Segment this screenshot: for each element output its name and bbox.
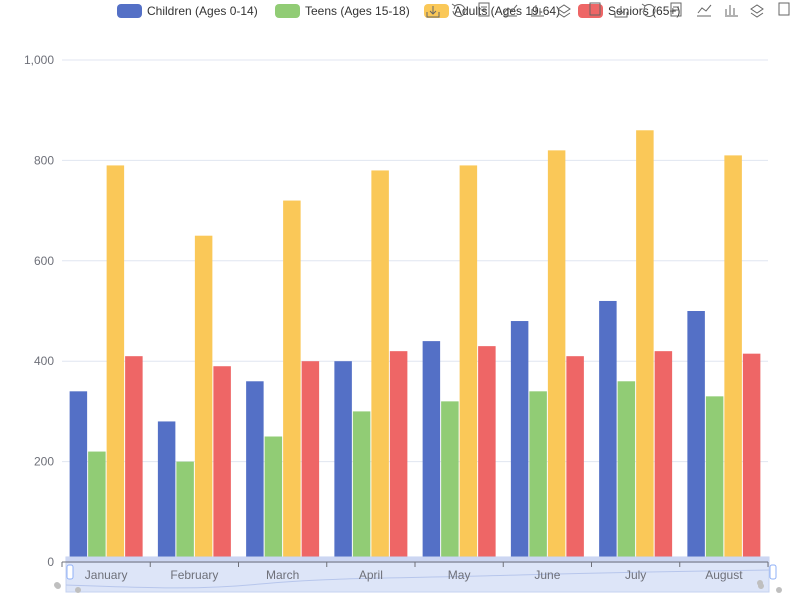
legend-label: Teens (Ages 15-18) [305, 4, 410, 18]
bar-seniors-may[interactable] [478, 346, 496, 562]
bar-seniors-january[interactable] [125, 356, 143, 562]
legend-swatch [275, 4, 300, 18]
x-tick-label: April [359, 568, 383, 582]
zoom-reset-icon[interactable] [725, 5, 738, 17]
restore-icon[interactable] [451, 3, 466, 17]
bar-chart-icon[interactable] [531, 5, 544, 17]
legend-label: Children (Ages 0-14) [147, 4, 258, 18]
x-tick-label: August [705, 568, 743, 582]
bar-seniors-july[interactable] [654, 351, 673, 562]
bar-children-january[interactable] [69, 391, 88, 562]
bar-teens-april[interactable] [352, 411, 371, 562]
data-zoom-grip[interactable] [776, 587, 782, 593]
stack-icon[interactable] [557, 4, 571, 18]
bar-adults-march[interactable] [283, 200, 301, 562]
toolbox [426, 2, 790, 18]
bars [69, 130, 761, 563]
x-tick-label: March [266, 568, 299, 582]
y-tick-label: 200 [34, 455, 54, 469]
x-axis: January February March April May June July Augu… [61, 561, 769, 582]
bar-children-june[interactable] [510, 321, 529, 562]
rect-select-icon[interactable] [614, 6, 628, 18]
bar-seniors-april[interactable] [389, 351, 408, 562]
y-tick-label: 1,000 [24, 53, 54, 67]
bar-adults-january[interactable] [106, 165, 125, 563]
tiled-icon[interactable] [589, 2, 601, 16]
bar-adults-april[interactable] [371, 170, 389, 562]
legend-swatch [424, 4, 449, 18]
bar-seniors-march[interactable] [301, 361, 320, 562]
save-as-image-icon[interactable] [426, 6, 440, 18]
legend-swatch [117, 4, 142, 18]
legend-item-seniors[interactable]: Seniors (65+) [578, 4, 680, 18]
bar-teens-march[interactable] [264, 436, 283, 563]
data-zoom-preview [65, 569, 770, 589]
legend-item-children[interactable]: Children (Ages 0-14) [117, 4, 258, 18]
legend-item-adults[interactable]: Adults (Ages 19-64) [424, 4, 560, 18]
zoom-icon[interactable] [697, 4, 712, 17]
fullscreen-icon[interactable] [778, 2, 790, 16]
bar-children-may[interactable] [422, 341, 441, 562]
y-tick-label: 0 [47, 555, 54, 569]
data-view-icon[interactable] [478, 2, 490, 17]
legend-item-teens[interactable]: Teens (Ages 15-18) [275, 4, 410, 18]
legend: Children (Ages 0-14) Teens (Ages 15-18) Ad… [117, 4, 680, 18]
bar-children-july[interactable] [599, 300, 617, 562]
line-chart-icon[interactable] [503, 4, 518, 17]
data-zoom-grip[interactable] [75, 587, 81, 593]
bar-teens-february[interactable] [176, 461, 194, 562]
y-tick-label: 400 [34, 354, 54, 368]
y-tick-label: 600 [34, 254, 54, 268]
bar-children-february[interactable] [157, 421, 176, 562]
y-axis: 0 200 400 600 800 1,000 [24, 53, 54, 569]
bar-seniors-february[interactable] [213, 366, 231, 562]
brush-icon[interactable] [750, 4, 764, 18]
x-tick-label: February [170, 568, 218, 582]
data-zoom-left-handle[interactable] [66, 564, 74, 580]
bar-adults-july[interactable] [636, 130, 654, 562]
x-tick-label: July [625, 568, 646, 582]
legend-label: Adults (Ages 19-64) [454, 4, 560, 18]
bar-adults-august[interactable] [724, 155, 742, 562]
bar-children-march[interactable] [246, 381, 264, 562]
bar-teens-may[interactable] [441, 401, 459, 562]
bar-teens-august[interactable] [705, 396, 724, 562]
data-zoom-slider[interactable] [54, 556, 782, 593]
clear-select-icon[interactable] [670, 2, 682, 17]
data-zoom-handle-bar[interactable] [66, 557, 769, 563]
bar-adults-june[interactable] [547, 150, 566, 563]
x-tick-label: January [85, 568, 128, 582]
data-zoom-right-handle[interactable] [769, 564, 777, 580]
x-tick-label: May [448, 568, 471, 582]
bar-children-august[interactable] [687, 311, 705, 562]
polygon-select-icon[interactable] [641, 3, 656, 17]
bar-children-april[interactable] [334, 361, 352, 562]
data-zoom-grip[interactable] [757, 580, 763, 586]
bar-teens-june[interactable] [529, 391, 547, 562]
bar-teens-july[interactable] [617, 381, 636, 562]
bar-seniors-august[interactable] [742, 353, 761, 562]
bar-adults-february[interactable] [194, 235, 213, 562]
data-zoom-grip[interactable] [54, 582, 60, 588]
bar-adults-may[interactable] [459, 165, 478, 563]
bar-teens-january[interactable] [88, 451, 106, 562]
x-tick-label: June [534, 568, 560, 582]
bar-seniors-june[interactable] [566, 356, 584, 562]
y-tick-label: 800 [34, 153, 54, 167]
legend-label: Seniors (65+) [608, 4, 680, 18]
